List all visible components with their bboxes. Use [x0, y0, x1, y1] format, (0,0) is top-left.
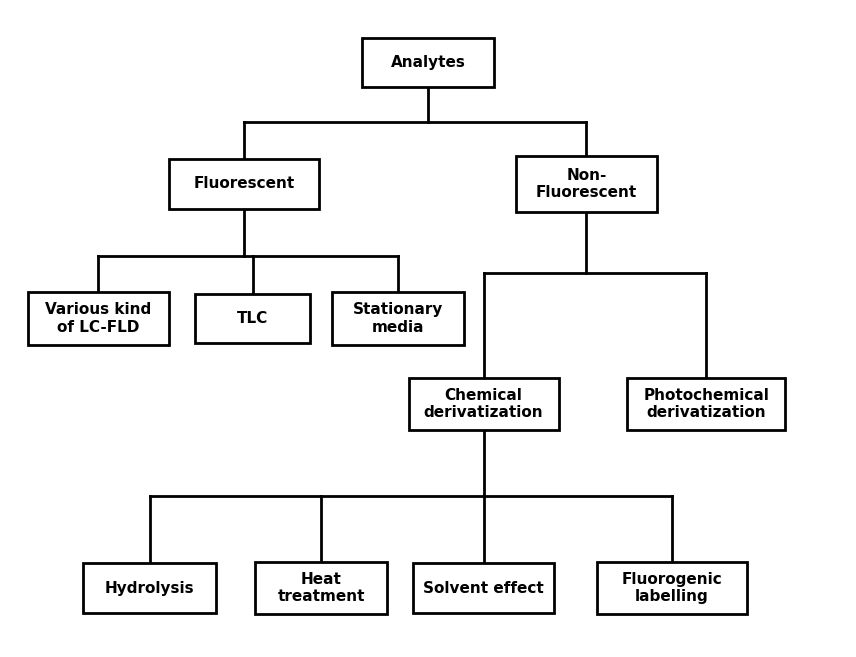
- Text: Non-
Fluorescent: Non- Fluorescent: [536, 168, 637, 200]
- Text: Solvent effect: Solvent effect: [423, 581, 544, 595]
- Text: TLC: TLC: [237, 311, 268, 326]
- FancyBboxPatch shape: [413, 563, 555, 612]
- Text: Stationary
media: Stationary media: [353, 302, 443, 335]
- FancyBboxPatch shape: [515, 156, 657, 212]
- FancyBboxPatch shape: [255, 562, 387, 614]
- Text: Heat
treatment: Heat treatment: [277, 572, 365, 604]
- FancyBboxPatch shape: [331, 292, 464, 345]
- FancyBboxPatch shape: [361, 38, 495, 87]
- Text: Analytes: Analytes: [390, 55, 466, 70]
- Text: Photochemical
derivatization: Photochemical derivatization: [643, 388, 770, 420]
- FancyBboxPatch shape: [597, 562, 746, 614]
- Text: Chemical
derivatization: Chemical derivatization: [424, 388, 544, 420]
- FancyBboxPatch shape: [83, 563, 216, 612]
- Text: Fluorogenic
labelling: Fluorogenic labelling: [621, 572, 722, 604]
- FancyBboxPatch shape: [27, 292, 169, 345]
- Text: Fluorescent: Fluorescent: [193, 177, 294, 191]
- FancyBboxPatch shape: [408, 378, 558, 430]
- Text: Hydrolysis: Hydrolysis: [105, 581, 194, 595]
- FancyBboxPatch shape: [169, 160, 318, 209]
- FancyBboxPatch shape: [194, 294, 310, 343]
- Text: Various kind
of LC-FLD: Various kind of LC-FLD: [45, 302, 152, 335]
- FancyBboxPatch shape: [627, 378, 785, 430]
